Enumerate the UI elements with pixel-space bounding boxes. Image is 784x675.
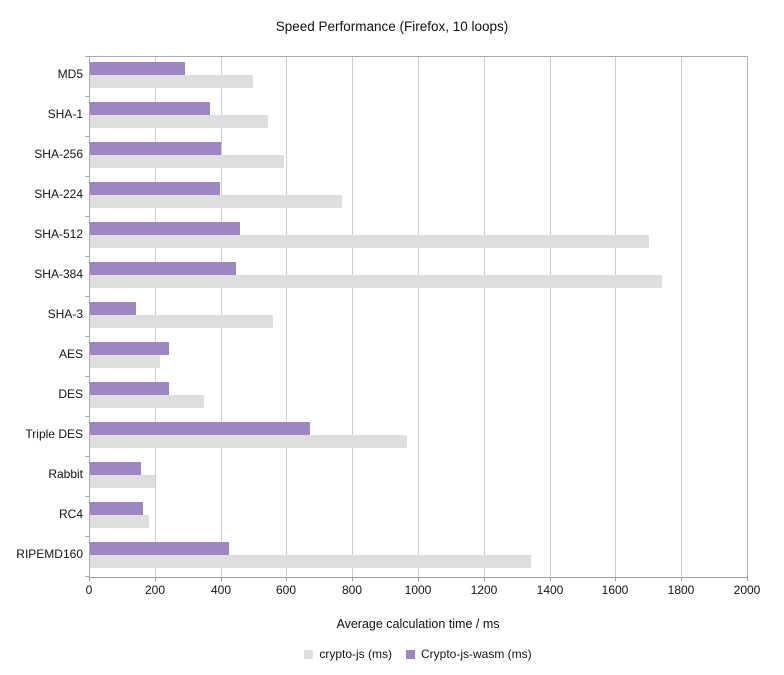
category-label-sha-256: SHA-256 [34,147,83,161]
x-tick-1000 [418,577,419,581]
bar-crypto-js-ms--sha-512 [90,235,649,248]
x-tick-label-1400: 1400 [536,583,564,597]
x-tick-1400 [550,577,551,581]
x-tick-label-400: 400 [210,583,232,597]
category-label-sha-384: SHA-384 [34,267,83,281]
category-label-sha-3: SHA-3 [47,307,83,321]
bar-crypto-js-ms--sha-256 [90,155,284,168]
y-tick-10 [85,456,89,457]
bar-crypto-js-ms--ripemd160 [90,555,531,568]
x-tick-label-800: 800 [341,583,363,597]
y-axis-category-labels: MD5 SHA-1 SHA-256 SHA-224 SHA-512 SHA-384 SHA-… [0,56,83,576]
bar-crypto-js-ms--sha-1 [90,115,268,128]
category-label-sha-224: SHA-224 [34,187,83,201]
y-tick-5 [85,256,89,257]
y-axis-ticks [85,56,89,577]
plot-area [89,56,748,578]
bar-crypto-js-ms--triple-des [90,435,407,448]
category-label-ripemd160: RIPEMD160 [16,547,83,561]
bar-crypto-js-wasm-ms--rabbit [90,462,141,475]
gridline-2000 [747,57,748,577]
x-axis-tick-labels: 0 200 400 600 800 1000 1200 1400 1600 1800 2000 [86,583,761,597]
y-tick-6 [85,296,89,297]
x-tick-label-1800: 1800 [667,583,695,597]
x-tick-1200 [484,577,485,581]
bar-crypto-js-wasm-ms--sha-512 [90,222,240,235]
bar-crypto-js-ms--sha-384 [90,275,662,288]
legend-item-crypto-js: crypto-js (ms) [304,647,392,661]
category-label-sha-1: SHA-1 [47,107,83,121]
bar-crypto-js-wasm-ms--sha-384 [90,262,236,275]
x-tick-800 [352,577,353,581]
y-tick-11 [85,496,89,497]
category-label-rabbit: Rabbit [48,467,83,481]
y-tick-2 [85,136,89,137]
bar-crypto-js-wasm-ms--sha-224 [90,182,220,195]
y-tick-8 [85,376,89,377]
x-tick-label-1200: 1200 [470,583,498,597]
gridline-1800 [681,57,682,577]
bar-crypto-js-wasm-ms--aes [90,342,169,355]
category-label-rc4: RC4 [58,507,83,521]
legend-swatch-crypto-js-wasm-icon [406,649,415,659]
x-tick-label-1600: 1600 [601,583,629,597]
legend: crypto-js (ms) Crypto-js-wasm (ms) [89,646,747,662]
x-axis-title: Average calculation time / ms [336,617,500,631]
category-label-triple-des: Triple DES [25,427,83,441]
category-label-aes: AES [58,347,83,361]
y-tick-3 [85,176,89,177]
y-tick-0 [85,56,89,57]
bar-crypto-js-ms--aes [90,355,160,368]
x-tick-1800 [681,577,682,581]
bar-crypto-js-wasm-ms--sha-256 [90,142,221,155]
legend-label-crypto-js: crypto-js (ms) [319,647,392,661]
x-tick-label-0: 0 [85,583,93,597]
category-label-sha-512: SHA-512 [34,227,83,241]
gridline-800 [352,57,353,577]
bar-crypto-js-ms--des [90,395,204,408]
bar-crypto-js-ms--rabbit [90,475,155,488]
legend-swatch-crypto-js-icon [304,649,314,659]
bar-crypto-js-ms--md5 [90,75,253,88]
legend-label-crypto-js-wasm: Crypto-js-wasm (ms) [421,647,532,661]
bar-crypto-js-wasm-ms--sha-3 [90,302,136,315]
x-tick-label-600: 600 [275,583,297,597]
x-tick-200 [155,577,156,581]
bar-crypto-js-wasm-ms--ripemd160 [90,542,229,555]
x-tick-400 [221,577,222,581]
x-axis-ticks [89,577,748,582]
bar-crypto-js-ms--sha-224 [90,195,342,208]
x-tick-600 [286,577,287,581]
bar-crypto-js-wasm-ms--sha-1 [90,102,210,115]
legend-item-crypto-js-wasm: Crypto-js-wasm (ms) [406,647,532,661]
category-label-md5: MD5 [57,67,83,81]
gridline-1200 [484,57,485,577]
bar-crypto-js-wasm-ms--md5 [90,62,185,75]
y-tick-12 [85,536,89,537]
gridline-1600 [615,57,616,577]
bar-crypto-js-ms--rc4 [90,515,149,528]
gridline-1000 [418,57,419,577]
y-tick-1 [85,96,89,97]
y-tick-4 [85,216,89,217]
bar-crypto-js-wasm-ms--triple-des [90,422,310,435]
x-tick-label-2000: 2000 [733,583,761,597]
y-tick-9 [85,416,89,417]
y-tick-13 [85,576,89,577]
bar-crypto-js-ms--sha-3 [90,315,273,328]
x-tick-0 [89,577,90,581]
bar-crypto-js-wasm-ms--des [90,382,169,395]
x-tick-1600 [615,577,616,581]
x-tick-label-1000: 1000 [404,583,432,597]
gridline-600 [286,57,287,577]
category-label-des: DES [58,387,83,401]
x-tick-label-200: 200 [144,583,166,597]
y-tick-7 [85,336,89,337]
bar-crypto-js-wasm-ms--rc4 [90,502,143,515]
gridline-1400 [550,57,551,577]
chart-title: Speed Performance (Firefox, 10 loops) [275,19,509,34]
x-tick-2000 [747,577,748,581]
